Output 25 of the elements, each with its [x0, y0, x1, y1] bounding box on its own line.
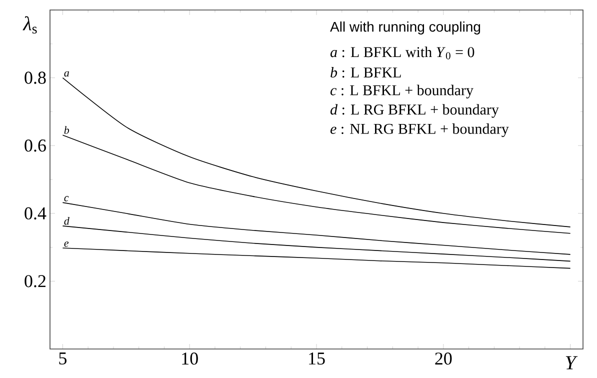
x-axis-title: Y: [566, 356, 578, 370]
y-tick-label: 0.4: [24, 207, 46, 220]
series-label: c: [64, 196, 69, 202]
y-tick-label: 0.6: [24, 139, 46, 152]
y-tick-label: 0.2: [24, 275, 46, 288]
annotation: All with running coupling: [330, 21, 480, 35]
x-tick-label: 5: [59, 352, 66, 364]
line-series: [62, 226, 571, 262]
series-label: e: [64, 241, 69, 247]
annotation: b : L BFKL: [330, 67, 401, 78]
line-series: [62, 248, 571, 269]
series-label: d: [64, 217, 70, 225]
series-label: b: [64, 126, 70, 134]
annotation: a : L BFKL with Y$_{0}$ = 0: [330, 46, 474, 60]
series-label: a: [64, 71, 69, 77]
line-series: [62, 77, 571, 228]
x-tick-label: 15: [309, 352, 325, 365]
x-tick-label: 10: [182, 352, 198, 365]
annotation: e : NL RG BFKL + boundary: [330, 123, 509, 138]
y-tick-label: 0.8: [24, 72, 46, 84]
annotation: c : L BFKL + boundary: [330, 84, 474, 98]
x-tick-label: 20: [435, 352, 452, 365]
line-series: [62, 202, 571, 255]
y-axis-title: λ$_{s}$: [22, 16, 37, 34]
annotation: d : L RG BFKL + boundary: [330, 104, 499, 118]
